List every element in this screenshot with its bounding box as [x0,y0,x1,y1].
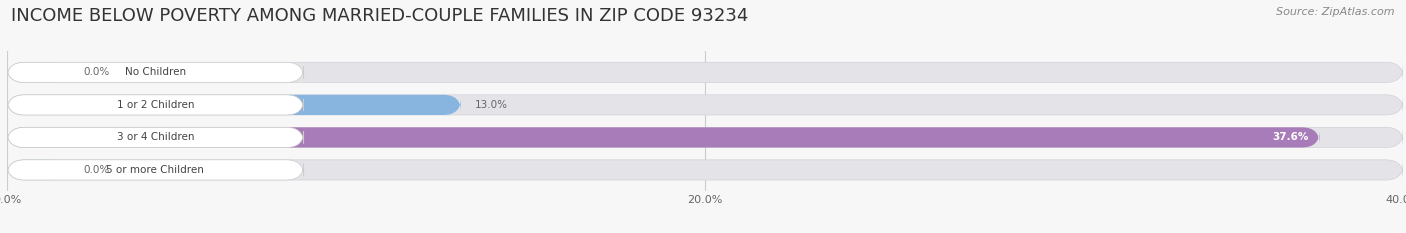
Text: 3 or 4 Children: 3 or 4 Children [117,132,194,142]
FancyBboxPatch shape [7,127,1403,147]
FancyBboxPatch shape [7,95,1403,115]
Text: 13.0%: 13.0% [475,100,508,110]
Text: 37.6%: 37.6% [1272,132,1309,142]
FancyBboxPatch shape [7,95,461,115]
Text: 1 or 2 Children: 1 or 2 Children [117,100,194,110]
Text: Source: ZipAtlas.com: Source: ZipAtlas.com [1277,7,1395,17]
FancyBboxPatch shape [7,62,70,82]
FancyBboxPatch shape [7,160,70,180]
Text: 0.0%: 0.0% [84,67,110,77]
Text: 5 or more Children: 5 or more Children [107,165,204,175]
Text: INCOME BELOW POVERTY AMONG MARRIED-COUPLE FAMILIES IN ZIP CODE 93234: INCOME BELOW POVERTY AMONG MARRIED-COUPL… [11,7,748,25]
FancyBboxPatch shape [7,127,1319,147]
Text: No Children: No Children [125,67,186,77]
Text: 0.0%: 0.0% [84,165,110,175]
FancyBboxPatch shape [7,62,1403,82]
FancyBboxPatch shape [7,160,1403,180]
FancyBboxPatch shape [7,160,304,180]
FancyBboxPatch shape [7,95,304,115]
FancyBboxPatch shape [7,127,304,147]
FancyBboxPatch shape [7,62,304,82]
